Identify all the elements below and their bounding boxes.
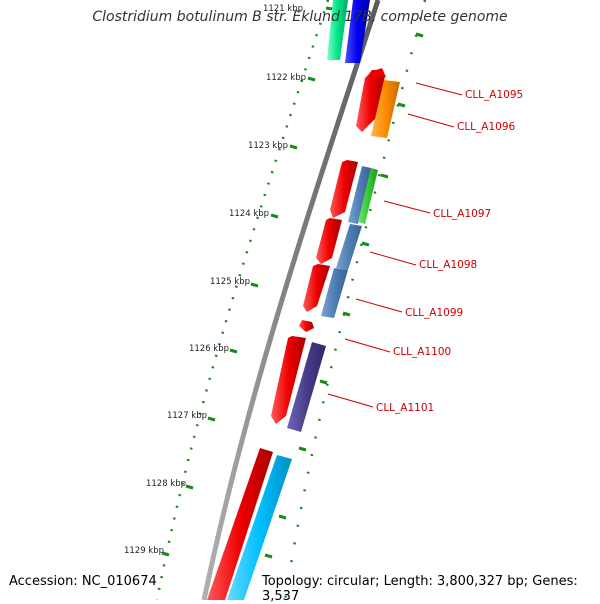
gene-label-cll-a1095: CLL_A1095	[465, 89, 523, 101]
accession-text: Accession: NC_010674	[9, 574, 157, 589]
tick-label-1121: 1121 kbp	[263, 4, 303, 14]
gene-cll-a1096[interactable]	[371, 80, 400, 138]
gene-cll-a1095-cap[interactable]	[370, 68, 386, 78]
outer-guide-track	[283, 0, 427, 600]
tick-label-1124: 1124 kbp	[229, 209, 269, 219]
tick-label-1122: 1122 kbp	[266, 73, 306, 83]
gene-cll-a1097-steel[interactable]	[348, 166, 371, 224]
feature-bottom-cyan[interactable]	[227, 455, 292, 600]
gene-label-cll-a1098: CLL_A1098	[419, 259, 477, 271]
kbp-tick-marks	[161, 6, 334, 557]
tick-label-1125: 1125 kbp	[210, 277, 250, 287]
gene-cll-a1099-red[interactable]	[303, 264, 330, 312]
map-title: Clostridium botulinum B str. Eklund 17B,…	[92, 9, 508, 25]
genome-backbone	[201, 0, 381, 600]
gene-cll-a1095[interactable]	[356, 70, 385, 132]
gene-cll-a1101-red[interactable]	[271, 336, 306, 424]
kbp-tick-labels: 1121 kbp 1122 kbp 1123 kbp 1124 kbp 1125…	[124, 4, 306, 556]
gene-cll-a1098-red[interactable]	[316, 218, 342, 264]
outer-tick-marks	[264, 32, 424, 559]
tick-label-1128: 1128 kbp	[146, 479, 186, 489]
gene-cll-a1097-green[interactable]	[358, 168, 378, 224]
gene-cll-a1101-slate[interactable]	[287, 342, 326, 432]
gene-cll-a1100[interactable]	[299, 320, 314, 332]
gene-label-cll-a1097: CLL_A1097	[433, 208, 491, 220]
tick-label-1127: 1127 kbp	[167, 411, 207, 421]
tick-label-1123: 1123 kbp	[248, 141, 288, 151]
gene-cll-a1097-red[interactable]	[330, 160, 358, 218]
gene-labels: CLL_A1095 CLL_A1096 CLL_A1097 CLL_A1098 …	[376, 89, 523, 414]
gene-cll-a1098-steel[interactable]	[336, 224, 362, 270]
feature-bottom-red[interactable]	[207, 448, 273, 600]
feature-mint[interactable]	[327, 0, 348, 60]
feature-blue[interactable]	[345, 0, 370, 63]
gene-leader-lines	[327, 82, 463, 408]
gene-label-cll-a1099: CLL_A1099	[405, 307, 463, 319]
gene-label-cll-a1100: CLL_A1100	[393, 346, 451, 358]
tick-label-1126: 1126 kbp	[189, 344, 229, 354]
gene-label-cll-a1101: CLL_A1101	[376, 402, 434, 414]
tick-label-1129: 1129 kbp	[124, 546, 164, 556]
gene-cll-a1099-steel[interactable]	[321, 268, 348, 318]
gene-label-cll-a1096: CLL_A1096	[457, 121, 516, 133]
